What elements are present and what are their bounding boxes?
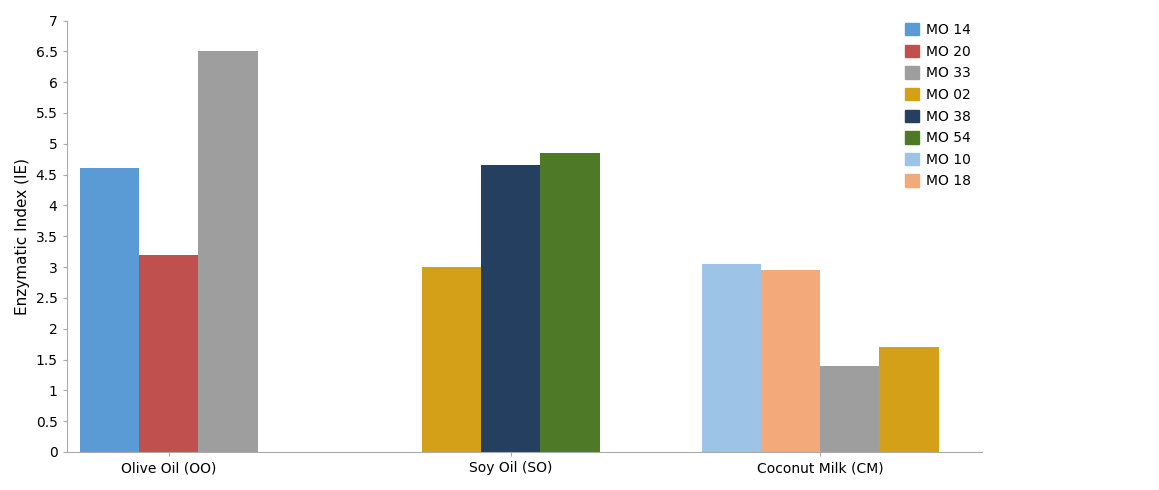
Bar [540,153,599,452]
Bar [198,51,257,452]
Bar [761,270,821,452]
Bar [80,169,139,452]
Bar [880,347,939,452]
Bar [422,267,481,452]
Bar [481,165,540,452]
Legend: MO 14, MO 20, MO 33, MO 02, MO 38, MO 54, MO 10, MO 18: MO 14, MO 20, MO 33, MO 02, MO 38, MO 54… [901,19,975,193]
Bar [702,264,761,452]
Bar [821,366,880,452]
Bar [139,255,198,452]
Y-axis label: Enzymatic Index (IE): Enzymatic Index (IE) [15,158,30,315]
